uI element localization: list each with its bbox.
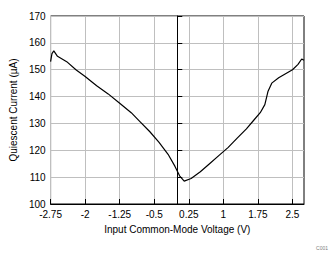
svg-text:120: 120 [29, 145, 46, 156]
svg-text:C001: C001 [316, 245, 328, 251]
svg-text:160: 160 [29, 37, 46, 48]
svg-text:130: 130 [29, 118, 46, 129]
svg-text:-2.75: -2.75 [39, 209, 62, 220]
svg-text:1: 1 [221, 209, 227, 220]
svg-text:-0.5: -0.5 [146, 209, 164, 220]
svg-text:110: 110 [30, 172, 46, 183]
svg-text:-1.25: -1.25 [108, 209, 131, 220]
svg-text:2.5: 2.5 [286, 209, 300, 220]
svg-text:100: 100 [28, 198, 46, 210]
svg-text:0.25: 0.25 [179, 209, 199, 220]
svg-text:170: 170 [29, 11, 46, 22]
svg-text:Input Common-Mode Voltage (V): Input Common-Mode Voltage (V) [104, 224, 250, 235]
svg-text:150: 150 [29, 64, 46, 75]
svg-text:Quiescent Current (µA): Quiescent Current (µA) [8, 58, 19, 161]
svg-text:-2: -2 [81, 209, 90, 220]
svg-text:1.75: 1.75 [248, 209, 268, 220]
svg-text:140: 140 [29, 91, 46, 102]
